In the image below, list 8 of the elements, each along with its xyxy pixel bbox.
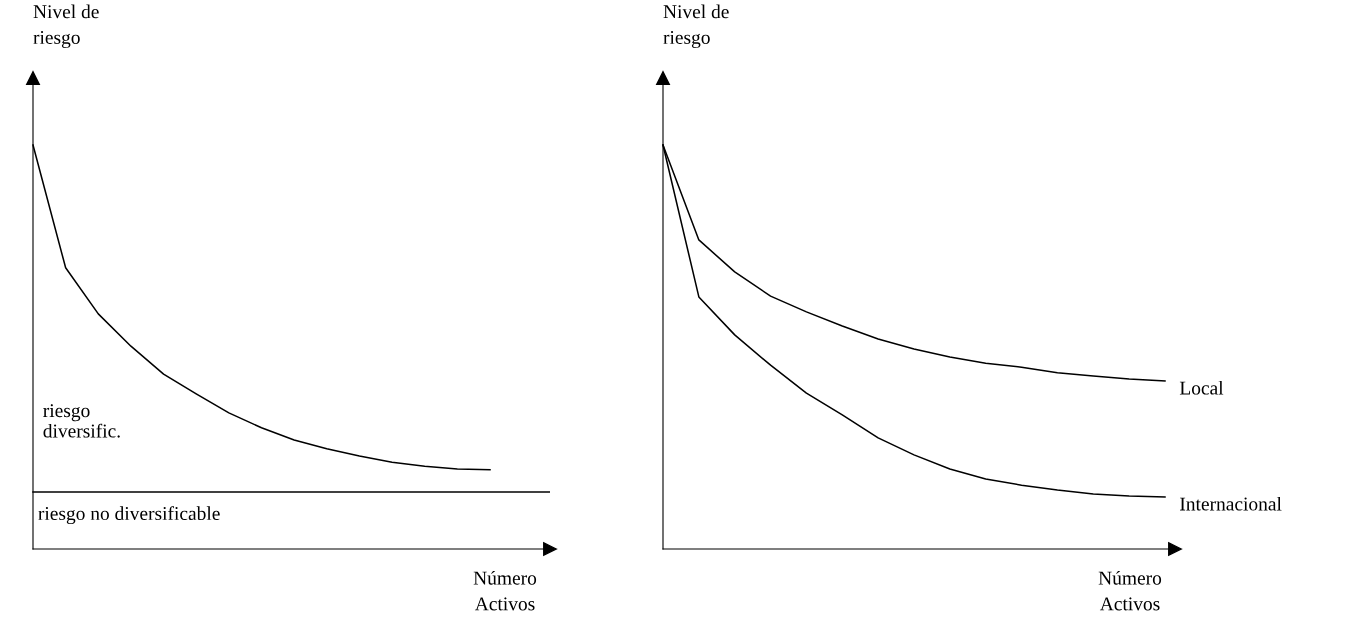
ref-line-label: riesgo no diversificable [38, 506, 220, 525]
x-axis-title: Número Activos [473, 570, 537, 611]
x-axis-title: Número Activos [1098, 570, 1162, 611]
series-label: Internacional [1180, 496, 1282, 511]
y-axis-title: Nivel de riesgo [663, 4, 729, 48]
annotation: riesgo diversific. [43, 404, 120, 438]
y-axis-title: Nivel de riesgo [33, 4, 99, 48]
series-label: Local [1179, 380, 1224, 395]
